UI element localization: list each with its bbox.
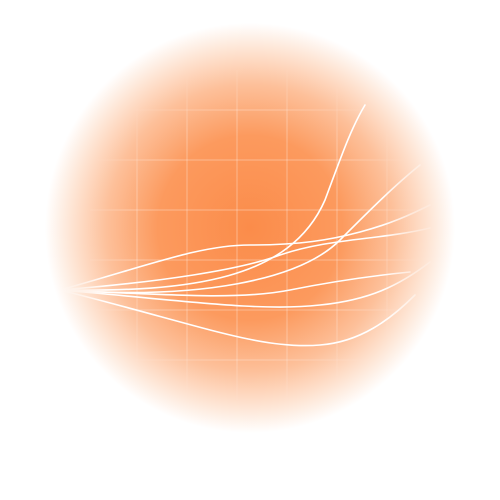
- curves: [59, 104, 431, 347]
- curve: [59, 104, 366, 291]
- curve: [59, 261, 431, 308]
- curve: [59, 289, 416, 347]
- curve: [59, 271, 411, 297]
- curve: [59, 164, 421, 294]
- curve: [59, 227, 431, 291]
- curve: [59, 204, 431, 291]
